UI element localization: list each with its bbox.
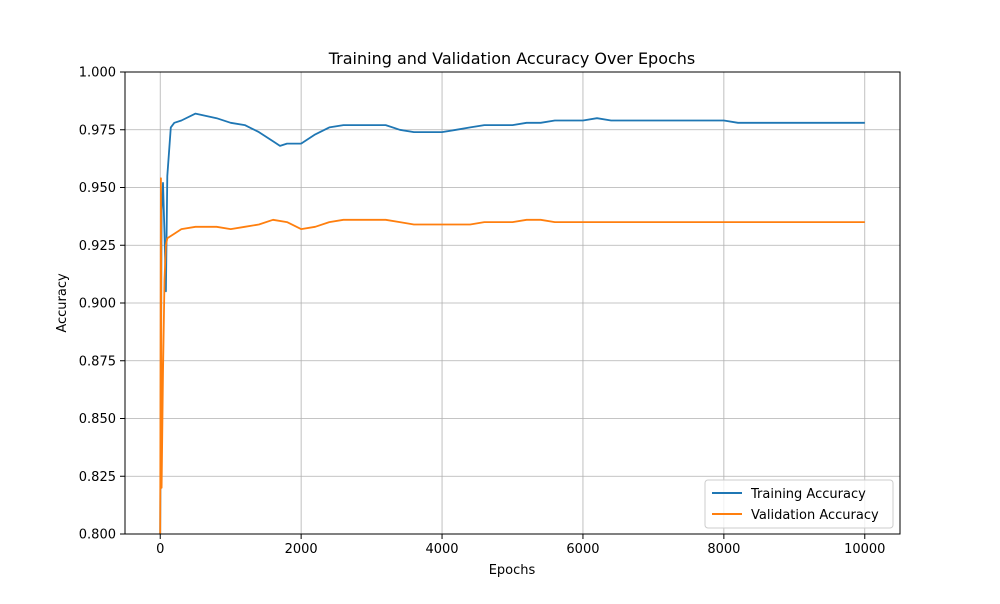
x-axis-label: Epochs	[489, 563, 536, 578]
x-tick-label: 8000	[707, 542, 740, 557]
y-axis-label: Accuracy	[55, 273, 70, 333]
y-tick-label: 0.900	[79, 297, 116, 312]
y-tick-label: 0.850	[79, 412, 116, 427]
y-tick-label: 0.950	[79, 181, 116, 196]
y-tick-label: 0.925	[79, 239, 116, 254]
series-lines	[159, 112, 865, 535]
legend-label-validation: Validation Accuracy	[751, 508, 879, 523]
y-tick-label: 0.825	[79, 470, 116, 485]
legend-label-training: Training Accuracy	[750, 487, 866, 502]
y-tick-label: 0.875	[79, 354, 116, 369]
x-tick-label: 0	[156, 542, 164, 557]
validation-accuracy-line	[159, 177, 865, 535]
y-tick-label: 1.000	[79, 66, 116, 81]
y-tick-label: 0.800	[79, 528, 116, 543]
grid-lines	[125, 71, 900, 535]
legend-box	[704, 479, 894, 529]
legend: Training Accuracy Validation Accuracy	[704, 479, 894, 529]
x-tick-label: 10000	[844, 542, 885, 557]
axis-ticks: 0 2000 4000 6000 8000 10000 0.800 0.825 0.850 0.8…	[79, 66, 886, 558]
x-tick-label: 6000	[566, 542, 599, 557]
training-accuracy-line	[159, 112, 865, 535]
x-tick-label: 2000	[285, 542, 318, 557]
x-tick-label: 4000	[425, 542, 458, 557]
y-tick-label: 0.975	[79, 123, 116, 138]
chart-title: Training and Validation Accuracy Over Ep…	[328, 49, 696, 68]
